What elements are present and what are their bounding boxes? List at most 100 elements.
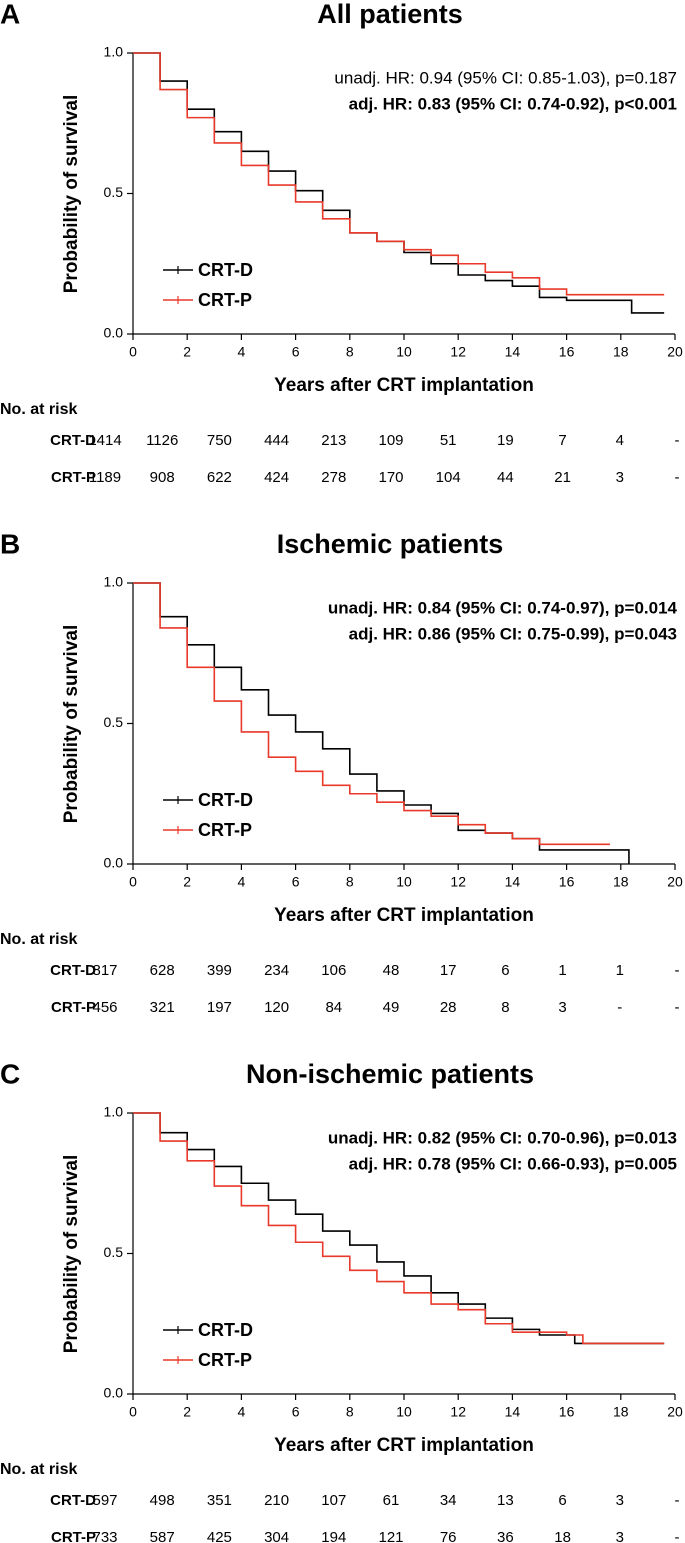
- risk-count: 76: [440, 1529, 457, 1543]
- x-tick-label: 20: [667, 1404, 683, 1420]
- risk-count: 13: [497, 1492, 514, 1509]
- risk-count: 733: [92, 1529, 117, 1543]
- legend-label: CRT-D: [198, 260, 253, 280]
- risk-count: 424: [264, 469, 289, 486]
- risk-count: 304: [264, 1529, 289, 1543]
- x-tick-label: 16: [559, 344, 575, 360]
- risk-count: 587: [150, 1529, 175, 1543]
- risk-count: 104: [436, 469, 461, 486]
- risk-count: 49: [383, 999, 400, 1016]
- risk-count: 908: [150, 469, 175, 486]
- risk-count: 21: [554, 469, 571, 486]
- risk-count: 597: [92, 1492, 117, 1509]
- x-tick-label: 10: [396, 874, 412, 890]
- chart-title: All patients: [317, 0, 463, 29]
- risk-count: 278: [321, 469, 346, 486]
- risk-count: 6: [558, 1492, 566, 1509]
- x-tick-label: 6: [292, 344, 300, 360]
- risk-count: 44: [497, 469, 514, 486]
- annotation: unadj. HR: 0.84 (95% CI: 0.74-0.97), p=0…: [328, 598, 678, 617]
- x-tick-label: 18: [613, 1404, 629, 1420]
- x-tick-label: 2: [183, 1404, 191, 1420]
- x-tick-label: 6: [292, 1404, 300, 1420]
- risk-table-title: No. at risk: [0, 401, 77, 418]
- risk-count: 19: [497, 432, 514, 449]
- annotation: adj. HR: 0.78 (95% CI: 0.66-0.93), p=0.0…: [349, 1154, 677, 1173]
- risk-count: 36: [497, 1529, 514, 1543]
- survival-curve: [133, 1112, 665, 1345]
- risk-count: 622: [207, 469, 232, 486]
- risk-count: 213: [321, 432, 346, 449]
- x-tick-label: 14: [505, 1404, 521, 1420]
- survival-curve: [133, 582, 610, 846]
- y-tick-label: 0.5: [104, 1244, 124, 1260]
- x-tick-label: 0: [129, 1404, 137, 1420]
- x-tick-label: 4: [238, 1404, 246, 1420]
- x-tick-label: 2: [183, 874, 191, 890]
- risk-count: -: [675, 1492, 680, 1509]
- x-axis-label: Years after CRT implantation: [274, 905, 534, 926]
- chart-title: Ischemic patients: [277, 529, 504, 559]
- risk-row-label: CRT-P: [51, 1529, 96, 1543]
- risk-count: 425: [207, 1529, 232, 1543]
- risk-row-label: CRT-P: [51, 469, 96, 486]
- panel-letter: A: [0, 0, 20, 29]
- annotation: unadj. HR: 0.82 (95% CI: 0.70-0.96), p=0…: [328, 1128, 677, 1147]
- legend-label: CRT-P: [198, 290, 252, 310]
- risk-count: 1414: [88, 432, 121, 449]
- y-tick-label: 0.0: [104, 1385, 124, 1401]
- x-tick-label: 16: [559, 874, 575, 890]
- y-tick-label: 0.0: [104, 325, 124, 341]
- risk-table-title: No. at risk: [0, 931, 77, 948]
- risk-count: 817: [92, 962, 117, 979]
- risk-count: 28: [440, 999, 457, 1016]
- risk-count: 109: [378, 432, 403, 449]
- x-tick-label: 10: [396, 1404, 412, 1420]
- annotation: unadj. HR: 0.94 (95% CI: 0.85-1.03), p=0…: [334, 68, 677, 87]
- risk-count: 194: [321, 1529, 346, 1543]
- x-tick-label: 14: [505, 344, 521, 360]
- x-tick-label: 20: [667, 874, 683, 890]
- risk-count: 48: [383, 962, 400, 979]
- x-tick-label: 12: [450, 1404, 466, 1420]
- risk-count: -: [675, 432, 680, 449]
- y-axis-label: Probability of survival: [61, 1155, 82, 1354]
- risk-row-label: CRT-D: [50, 962, 96, 979]
- risk-count: 4: [616, 432, 624, 449]
- risk-count: -: [675, 999, 680, 1016]
- risk-count: 351: [207, 1492, 232, 1509]
- risk-count: -: [675, 962, 680, 979]
- x-tick-label: 2: [183, 344, 191, 360]
- risk-count: 8: [501, 999, 509, 1016]
- y-tick-label: 0.5: [104, 714, 124, 730]
- x-tick-label: 0: [129, 874, 137, 890]
- x-tick-label: 6: [292, 874, 300, 890]
- x-tick-label: 8: [346, 1404, 354, 1420]
- risk-count: 628: [150, 962, 175, 979]
- risk-count: 120: [264, 999, 289, 1016]
- risk-count: 121: [378, 1529, 403, 1543]
- legend-label: CRT-P: [198, 820, 252, 840]
- y-tick-label: 1.0: [104, 574, 124, 590]
- risk-count: -: [675, 1529, 680, 1543]
- annotation: adj. HR: 0.83 (95% CI: 0.74-0.92), p<0.0…: [349, 94, 677, 113]
- x-tick-label: 12: [450, 874, 466, 890]
- legend-label: CRT-P: [198, 1350, 252, 1370]
- panel-letter: B: [0, 528, 20, 559]
- x-tick-label: 8: [346, 344, 354, 360]
- risk-count: 3: [616, 1492, 624, 1509]
- risk-count: 444: [264, 432, 289, 449]
- risk-count: 321: [150, 999, 175, 1016]
- x-tick-label: 20: [667, 344, 683, 360]
- risk-count: 61: [383, 1492, 400, 1509]
- risk-count: 51: [440, 432, 457, 449]
- y-tick-label: 0.5: [104, 184, 124, 200]
- x-axis-label: Years after CRT implantation: [274, 375, 534, 396]
- risk-count: 18: [554, 1529, 571, 1543]
- risk-count: 498: [150, 1492, 175, 1509]
- risk-count: 750: [207, 432, 232, 449]
- panel-letter: C: [0, 1058, 20, 1089]
- chart-title: Non-ischemic patients: [246, 1059, 534, 1089]
- risk-count: 3: [616, 1529, 624, 1543]
